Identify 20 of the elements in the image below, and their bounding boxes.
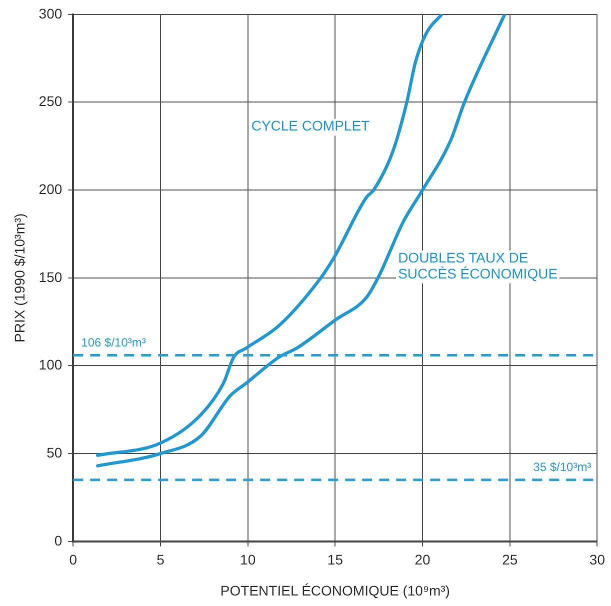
y-tick-label: 250 (38, 93, 62, 110)
x-tick-label: 20 (414, 552, 431, 568)
x-tick-label: 25 (502, 552, 518, 568)
y-tick-label: 0 (54, 532, 62, 548)
x-tick-label: 30 (589, 552, 606, 568)
ref-line-label: 106 $/10³m³ (81, 336, 146, 350)
x-tick-label: 10 (240, 552, 256, 568)
y-tick-label: 150 (38, 268, 62, 285)
x-tick-label: 0 (69, 552, 78, 568)
series-label: DOUBLES TAUX DE SUCCÈS ÉCONOMIQUE (398, 249, 558, 282)
x-axis-title: POTENTIEL ÉCONOMIQUE (10⁹m³) (220, 582, 450, 598)
y-axis-title: PRIX (1990 $/10³m³) (11, 213, 28, 342)
series-label: CYCLE COMPLET (251, 118, 370, 134)
y-tick-label: 50 (46, 444, 62, 460)
y-tick-label: 100 (38, 356, 62, 373)
ref-line-label: 35 $/10³m³ (533, 460, 592, 474)
x-tick-label: 15 (327, 552, 344, 568)
y-tick-label: 300 (38, 5, 62, 22)
x-tick-label: 5 (156, 552, 165, 568)
y-tick-label: 200 (38, 180, 62, 197)
